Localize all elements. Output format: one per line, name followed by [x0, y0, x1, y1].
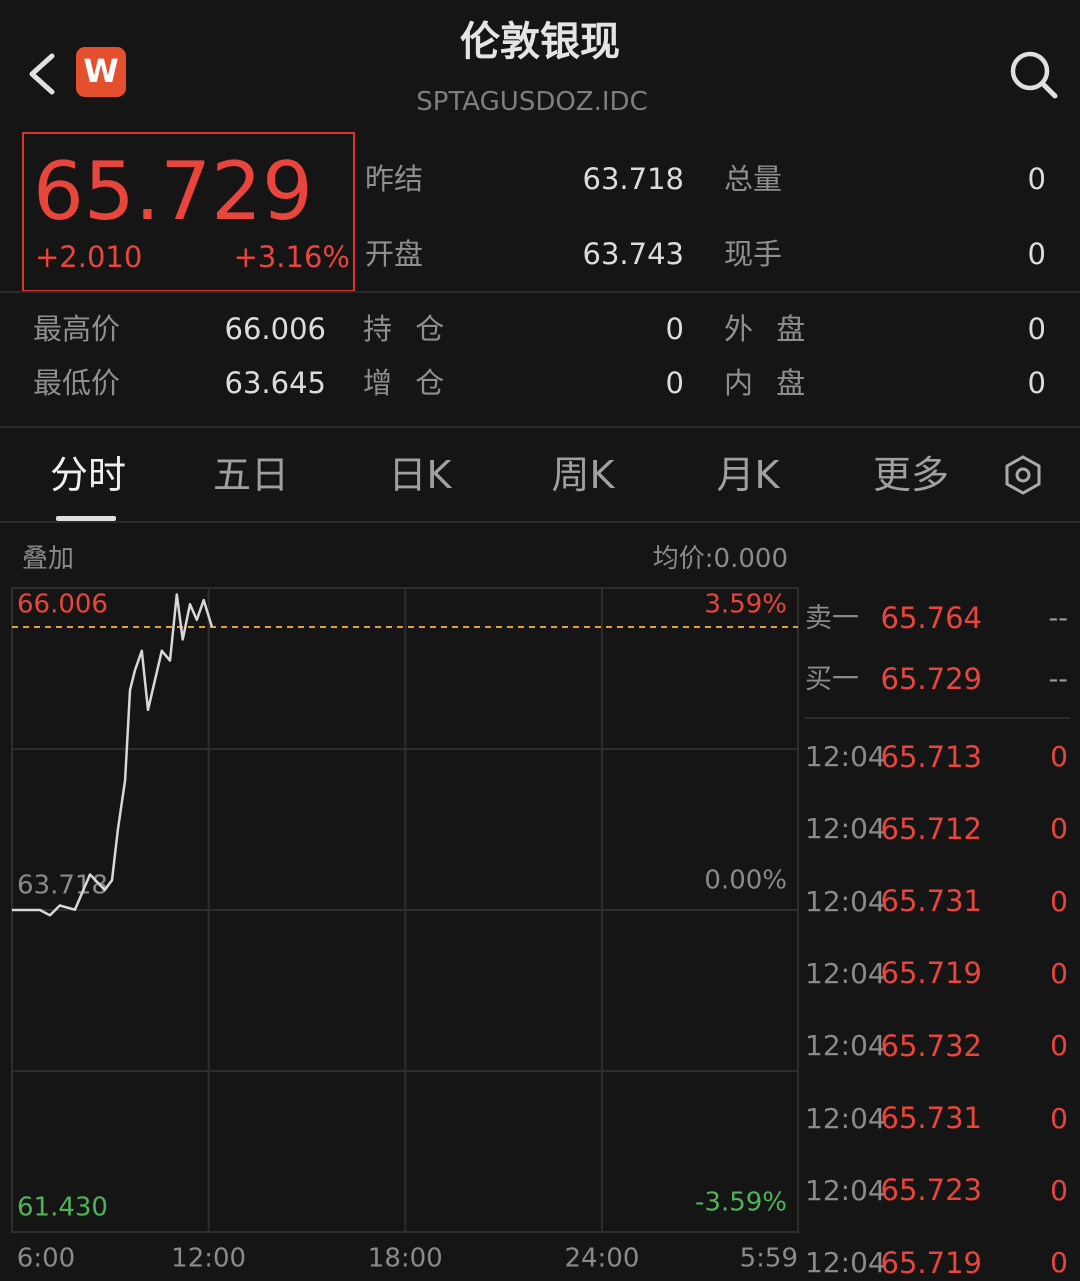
tab[interactable]: 分时: [49, 453, 127, 497]
stat-value: 0: [665, 311, 684, 346]
y2-tick-label: 3.59%: [704, 590, 787, 620]
tab[interactable]: 日K: [388, 453, 452, 497]
tick-price: 65.731: [880, 884, 982, 919]
stat-value: 0: [1027, 161, 1046, 196]
tick-volume: 0: [1050, 812, 1068, 846]
tick-price: 65.732: [880, 1028, 982, 1063]
tick-price: 65.731: [880, 1101, 982, 1135]
stat-label: 开盘: [365, 236, 424, 271]
stat-value: 0: [665, 365, 684, 400]
stat-label: 持 仓: [363, 311, 445, 346]
stat-value: 0: [1027, 311, 1046, 346]
stat-label: 外 盘: [724, 311, 806, 346]
tick-price: 65.712: [880, 811, 982, 846]
quote-price: 65.764: [880, 600, 982, 635]
stat-value: 63.718: [582, 161, 684, 196]
tab[interactable]: 五日: [212, 453, 290, 497]
stat-label: 增 仓: [363, 365, 445, 400]
y2-tick-label: -3.59%: [695, 1188, 787, 1218]
stat-label: 现手: [724, 236, 783, 271]
app-logo: [76, 47, 126, 97]
x-tick-label: 6:00: [17, 1244, 75, 1274]
tab[interactable]: 更多: [872, 453, 950, 497]
quote-label: 买一: [805, 663, 859, 695]
page-title-text: 伦敦银现: [460, 19, 620, 65]
overlay-button[interactable]: 叠加: [22, 544, 75, 574]
quote-price: 65.729: [880, 661, 982, 696]
tick-time: 12:04: [805, 956, 886, 990]
x-tick-label: 24:00: [564, 1244, 639, 1274]
tick-price: 65.719: [880, 956, 982, 991]
page-title: 伦敦银现: [460, 22, 700, 62]
stat-value: 63.645: [224, 365, 326, 400]
tick-volume: 0: [1050, 956, 1068, 990]
tick-volume: 0: [1050, 1101, 1068, 1135]
tick-time: 12:04: [805, 1029, 886, 1063]
y-tick-label: 61.430: [17, 1193, 108, 1223]
stat-label: 总量: [724, 161, 783, 196]
settings-button[interactable]: [1005, 455, 1041, 495]
tick-price: 65.713: [880, 739, 982, 774]
tick-volume: 0: [1050, 740, 1068, 773]
tick-time: 12:04: [805, 1246, 886, 1280]
tab[interactable]: 月K: [716, 453, 780, 497]
quote-volume: --: [1048, 663, 1069, 695]
last-price: 65.729: [33, 145, 313, 238]
price-change: +2.010: [35, 240, 143, 274]
tick-price: 65.719: [880, 1245, 982, 1280]
x-tick-label: 18:00: [368, 1244, 443, 1274]
stat-label: 最低价: [33, 365, 121, 400]
tab-indicator: [56, 516, 116, 521]
price-line-series: [12, 593, 214, 917]
tick-time: 12:04: [805, 884, 886, 918]
tick-volume: 0: [1050, 1173, 1068, 1207]
average-price: 均价:0.000: [652, 544, 788, 574]
quote-label: 卖一: [805, 602, 859, 634]
stat-value: 66.006: [224, 311, 326, 346]
y2-tick-label: 0.00%: [704, 866, 787, 896]
tick-time: 12:04: [805, 1173, 886, 1207]
stat-value: 0: [1027, 365, 1046, 400]
stat-label: 内 盘: [724, 365, 806, 400]
back-button[interactable]: [29, 53, 55, 95]
price-change-percent: +3.16%: [233, 240, 350, 274]
app-logo-text: W: [83, 52, 118, 90]
stat-label: 昨结: [365, 161, 424, 196]
x-tick-label: 12:00: [171, 1244, 246, 1274]
tick-time: 12:04: [805, 812, 886, 846]
tick-volume: 0: [1050, 884, 1068, 918]
stat-value: 63.743: [582, 236, 684, 271]
tick-volume: 0: [1050, 1246, 1068, 1280]
tick-time: 12:04: [805, 740, 886, 773]
quote-volume: --: [1048, 602, 1069, 634]
settings-icon: [1015, 467, 1031, 483]
y-tick-label: 66.006: [17, 590, 108, 620]
y-tick-label: 63.718: [17, 871, 108, 901]
search-button[interactable]: [1010, 51, 1058, 99]
symbol-code: SPTAGUSDOZ.IDC: [416, 87, 648, 117]
tick-time: 12:04: [805, 1101, 886, 1135]
tick-price: 65.723: [880, 1173, 982, 1208]
stat-label: 最高价: [33, 311, 121, 346]
tab[interactable]: 周K: [551, 453, 615, 497]
tick-volume: 0: [1050, 1029, 1068, 1063]
x-tick-label: 5:59: [740, 1244, 798, 1274]
stat-value: 0: [1027, 236, 1046, 271]
